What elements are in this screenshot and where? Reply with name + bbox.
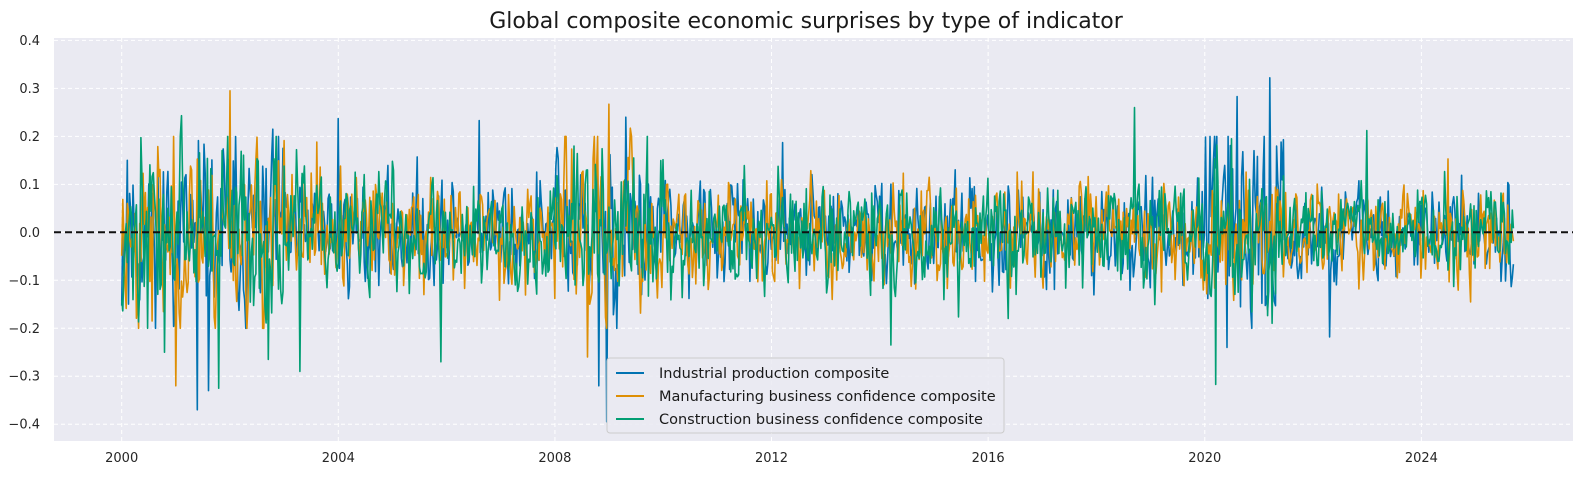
legend-label-industrial-production: Industrial production composite — [659, 366, 889, 382]
x-tick-label: 2020 — [1188, 451, 1221, 466]
legend-label-manufacturing-confidence: Manufacturing business confidence compos… — [659, 389, 996, 405]
x-tick-label: 2008 — [538, 451, 571, 466]
legend-box — [606, 357, 1005, 434]
y-tick-label: −0.3 — [8, 370, 40, 385]
x-tick-labels: 2000 2004 2008 2012 2016 2020 2024 — [105, 451, 1438, 466]
legend: Industrial production composite Manufact… — [606, 357, 1005, 434]
x-tick-label: 2024 — [1405, 451, 1438, 466]
x-tick-label: 2016 — [972, 451, 1005, 466]
x-tick-label: 2012 — [755, 451, 788, 466]
y-tick-label: 0.0 — [19, 226, 40, 241]
y-tick-label: 0.3 — [19, 82, 40, 97]
y-tick-label: −0.4 — [8, 418, 40, 433]
y-tick-label: 0.2 — [19, 130, 40, 145]
y-tick-label: −0.2 — [8, 322, 40, 337]
x-tick-label: 2004 — [322, 451, 355, 466]
legend-label-construction-confidence: Construction business confidence composi… — [659, 412, 983, 428]
y-tick-labels: −0.4 −0.3 −0.2 −0.1 0.0 0.1 0.2 0.3 0.4 — [8, 34, 40, 433]
y-tick-label: −0.1 — [8, 274, 40, 289]
chart-title: Global composite economic surprises by t… — [489, 9, 1124, 34]
x-tick-label: 2000 — [105, 451, 138, 466]
y-tick-label: 0.1 — [19, 178, 40, 193]
series-line — [120, 106, 1515, 389]
y-tick-label: 0.4 — [19, 34, 40, 49]
